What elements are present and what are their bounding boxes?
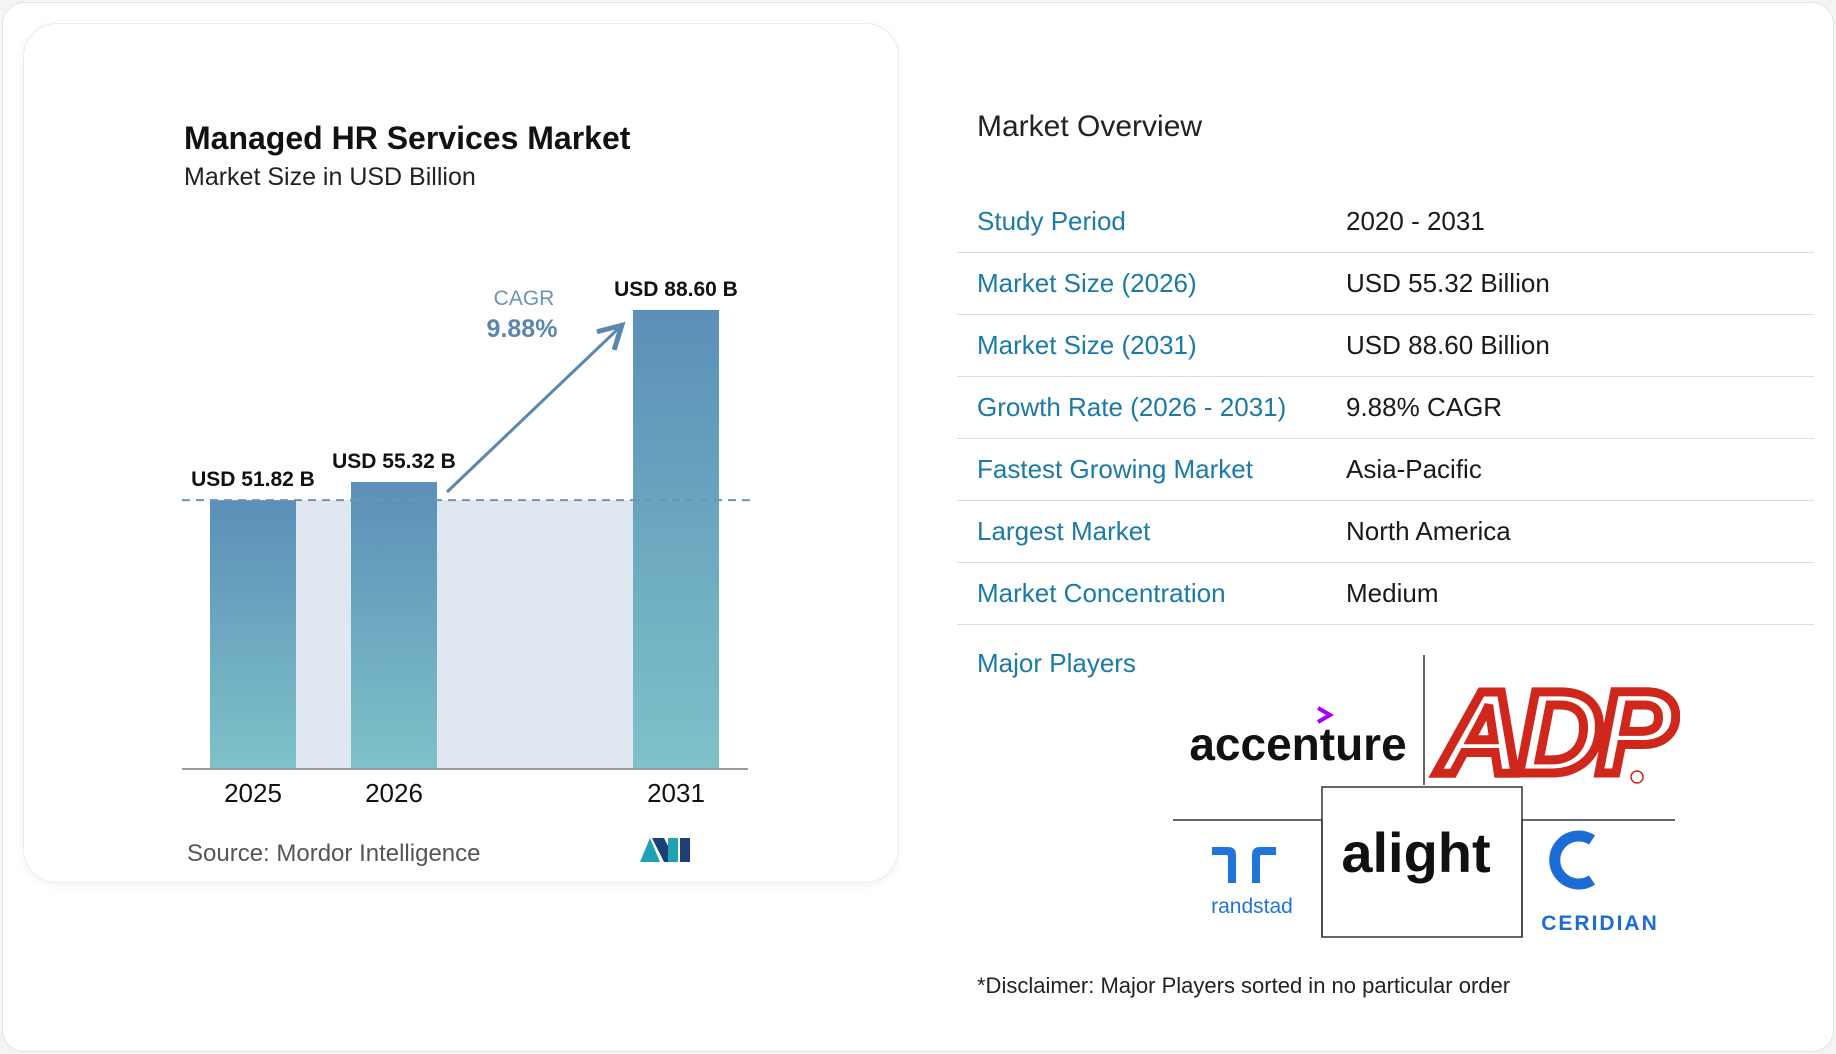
bar-2026 xyxy=(351,482,437,768)
overview-label: Fastest Growing Market xyxy=(977,454,1253,484)
source-text: Source: Mordor Intelligence xyxy=(187,840,481,867)
overview-value: North America xyxy=(1346,516,1511,546)
x-tick-2026: 2026 xyxy=(365,778,423,808)
overview-row: Study Period 2020 - 2031 xyxy=(957,191,1814,253)
overview-value: Asia-Pacific xyxy=(1346,454,1482,484)
baseline-band xyxy=(253,500,676,768)
disclaimer-text: *Disclaimer: Major Players sorted in no … xyxy=(977,973,1511,998)
cagr-value: 9.88% xyxy=(487,315,558,343)
overview-label: Market Concentration xyxy=(977,578,1226,608)
overview-row: Growth Rate (2026 - 2031) 9.88% CAGR xyxy=(957,377,1814,439)
overview-row: Market Concentration Medium xyxy=(957,563,1814,625)
overview-value: USD 88.60 Billion xyxy=(1346,330,1550,360)
ceridian-logo: CERIDIAN xyxy=(1541,830,1659,935)
svg-text:CERIDIAN: CERIDIAN xyxy=(1541,912,1659,935)
overview-label: Growth Rate (2026 - 2031) xyxy=(977,392,1287,422)
bar-2031 xyxy=(633,310,719,768)
randstad-logo: randstad xyxy=(1211,847,1293,918)
x-tick-2025: 2025 xyxy=(224,778,282,808)
overview-value: 2020 - 2031 xyxy=(1346,206,1485,236)
bar-chart: USD 51.82 B 2025 USD 55.32 B 2026 USD 88.60 … xyxy=(182,278,752,862)
overview-row: Market Size (2031) USD 88.60 Billion xyxy=(957,315,1814,377)
overview-label: Largest Market xyxy=(977,516,1151,546)
accenture-logo: accenture xyxy=(1189,706,1407,770)
data-label-2031: USD 88.60 B xyxy=(614,278,738,301)
data-label-2025: USD 51.82 B xyxy=(191,468,315,491)
cagr-label: CAGR xyxy=(494,287,555,310)
alight-logo: alight xyxy=(1341,821,1490,884)
major-players-label: Major Players xyxy=(977,648,1136,678)
svg-text:accenture: accenture xyxy=(1189,718,1406,770)
overview-row: Fastest Growing Market Asia-Pacific xyxy=(957,439,1814,501)
major-players-logos: accenture ADP randstad alight CERIDIAN xyxy=(1173,655,1680,938)
overview-title: Market Overview xyxy=(977,110,1203,143)
adp-logo: ADP xyxy=(1431,663,1680,804)
overview-label: Study Period xyxy=(977,206,1126,236)
overview-label: Market Size (2031) xyxy=(977,330,1197,360)
cagr-arrow xyxy=(445,327,620,494)
bar-2025 xyxy=(210,500,296,768)
mordor-logo-icon xyxy=(640,838,690,862)
svg-text:randstad: randstad xyxy=(1211,895,1293,918)
overview-label: Market Size (2026) xyxy=(977,268,1197,298)
overview-row: Largest Market North America xyxy=(957,501,1814,563)
overview-table: Study Period 2020 - 2031 Market Size (20… xyxy=(957,191,1814,625)
overview-value: 9.88% CAGR xyxy=(1346,392,1503,422)
svg-text:ADP: ADP xyxy=(1435,667,1675,799)
overview-row: Market Size (2026) USD 55.32 Billion xyxy=(957,253,1814,315)
x-tick-2031: 2031 xyxy=(647,778,705,808)
overview-value: USD 55.32 Billion xyxy=(1346,268,1550,298)
overview-value: Medium xyxy=(1346,578,1439,608)
chart-title: Managed HR Services Market xyxy=(184,120,631,156)
chart-subtitle: Market Size in USD Billion xyxy=(184,163,476,191)
svg-text:alight: alight xyxy=(1341,821,1490,884)
data-label-2026: USD 55.32 B xyxy=(332,450,456,473)
